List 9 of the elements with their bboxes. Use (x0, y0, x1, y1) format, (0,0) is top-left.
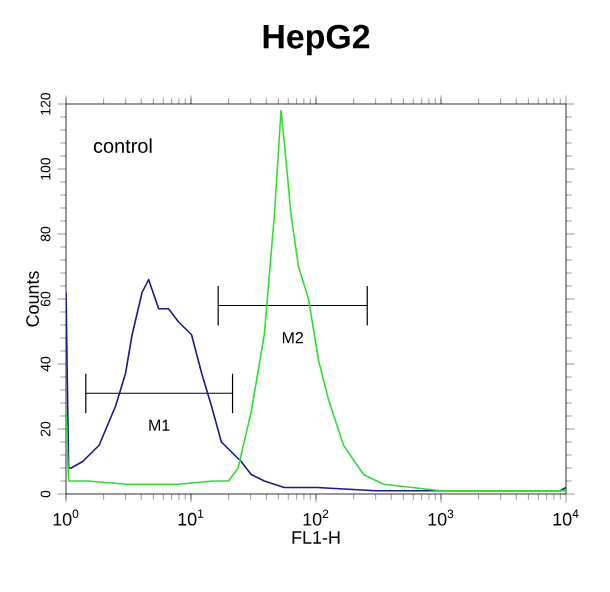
x-axis-title: FL1-H (292, 531, 340, 544)
annotation: control (93, 138, 152, 153)
x-tick-label: 10$^{1}$ (178, 509, 204, 526)
chart-title: HepG2 (263, 24, 370, 56)
y-axis-title: Counts (26, 271, 39, 327)
x-tick-label: 10$^{4}$ (553, 509, 579, 526)
x-tick-label: 10$^{0}$ (53, 509, 79, 526)
x-tick-label: 10$^{3}$ (428, 509, 454, 526)
x-tick-label: 10$^{2}$ (303, 509, 329, 526)
